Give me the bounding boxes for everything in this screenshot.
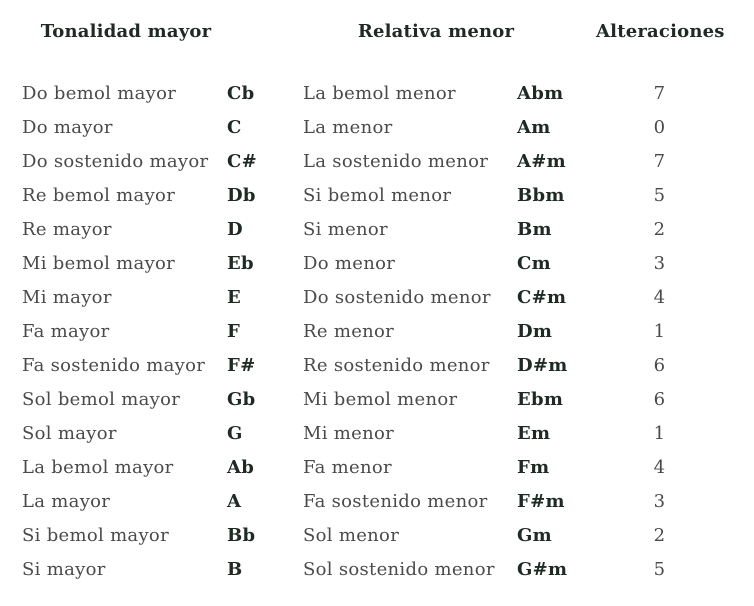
major-key-name: Fa mayor bbox=[22, 320, 110, 342]
major-key-name: La bemol mayor bbox=[22, 456, 174, 478]
major-key-name: Sol mayor bbox=[22, 422, 117, 444]
column-header-relative-minor: Relativa menor bbox=[357, 21, 515, 42]
alterations-count: 7 bbox=[653, 150, 666, 172]
alterations-count: 6 bbox=[653, 388, 666, 410]
major-key-abbr: Bb bbox=[227, 524, 256, 546]
table-body: Do bemol mayor Cb La bemol menor Abm 7 D… bbox=[0, 76, 754, 586]
major-key-name: Mi mayor bbox=[22, 286, 112, 308]
major-key-name: Do mayor bbox=[22, 116, 113, 138]
table-row: Fa mayor F Re menor Dm 1 bbox=[22, 314, 754, 348]
minor-key-name: Fa menor bbox=[303, 456, 392, 478]
alterations-count: 3 bbox=[653, 252, 666, 274]
minor-key-abbr: C#m bbox=[517, 286, 567, 308]
table-row: Re mayor D Si menor Bm 2 bbox=[22, 212, 754, 246]
table-row: Si mayor B Sol sostenido menor G#m 5 bbox=[22, 552, 754, 586]
minor-key-name: La sostenido menor bbox=[303, 150, 489, 172]
alterations-count: 2 bbox=[653, 524, 666, 546]
major-key-abbr: C bbox=[227, 116, 242, 138]
table-row: Fa sostenido mayor F# Re sostenido menor… bbox=[22, 348, 754, 382]
major-key-abbr: Eb bbox=[227, 252, 254, 274]
major-key-abbr: A bbox=[227, 490, 242, 512]
major-key-name: Do bemol mayor bbox=[22, 82, 177, 104]
alterations-count: 5 bbox=[653, 184, 666, 206]
minor-key-name: Fa sostenido menor bbox=[303, 490, 488, 512]
minor-key-name: Sol sostenido menor bbox=[303, 558, 495, 580]
major-key-abbr: Gb bbox=[227, 388, 256, 410]
minor-key-abbr: A#m bbox=[517, 150, 566, 172]
minor-key-name: Si bemol menor bbox=[303, 184, 452, 206]
major-key-name: Do sostenido mayor bbox=[22, 150, 209, 172]
alterations-count: 4 bbox=[653, 456, 666, 478]
table-row: Do sostenido mayor C# La sostenido menor… bbox=[22, 144, 754, 178]
minor-key-name: La bemol menor bbox=[303, 82, 456, 104]
alterations-count: 0 bbox=[653, 116, 666, 138]
minor-key-abbr: Ebm bbox=[517, 388, 564, 410]
minor-key-abbr: Abm bbox=[517, 82, 564, 104]
minor-key-name: Si menor bbox=[303, 218, 388, 240]
major-key-abbr: Cb bbox=[227, 82, 255, 104]
table-row: Do bemol mayor Cb La bemol menor Abm 7 bbox=[22, 76, 754, 110]
minor-key-abbr: Bbm bbox=[517, 184, 565, 206]
major-key-abbr: D bbox=[227, 218, 243, 240]
table-row: Si bemol mayor Bb Sol menor Gm 2 bbox=[22, 518, 754, 552]
major-key-name: Mi bemol mayor bbox=[22, 252, 176, 274]
alterations-count: 6 bbox=[653, 354, 666, 376]
minor-key-name: La menor bbox=[303, 116, 393, 138]
table-row: Sol mayor G Mi menor Em 1 bbox=[22, 416, 754, 450]
alterations-count: 7 bbox=[653, 82, 666, 104]
minor-key-abbr: Bm bbox=[517, 218, 552, 240]
major-key-name: Re mayor bbox=[22, 218, 112, 240]
major-key-name: Re bemol mayor bbox=[22, 184, 176, 206]
minor-key-abbr: F#m bbox=[517, 490, 565, 512]
column-header-alterations: Alteraciones bbox=[596, 21, 725, 42]
table-row: La bemol mayor Ab Fa menor Fm 4 bbox=[22, 450, 754, 484]
major-key-name: Si bemol mayor bbox=[22, 524, 169, 546]
major-key-abbr: C# bbox=[227, 150, 258, 172]
alterations-count: 2 bbox=[653, 218, 666, 240]
minor-key-name: Do menor bbox=[303, 252, 396, 274]
minor-key-abbr: Cm bbox=[517, 252, 551, 274]
alterations-count: 4 bbox=[653, 286, 666, 308]
minor-key-name: Mi bemol menor bbox=[303, 388, 458, 410]
table-row: Re bemol mayor Db Si bemol menor Bbm 5 bbox=[22, 178, 754, 212]
major-key-abbr: G bbox=[227, 422, 243, 444]
minor-key-abbr: Gm bbox=[517, 524, 553, 546]
minor-key-abbr: D#m bbox=[517, 354, 568, 376]
minor-key-abbr: Em bbox=[517, 422, 551, 444]
column-header-major-key: Tonalidad mayor bbox=[40, 21, 212, 42]
table-row: Mi bemol mayor Eb Do menor Cm 3 bbox=[22, 246, 754, 280]
alterations-count: 5 bbox=[653, 558, 666, 580]
major-key-name: La mayor bbox=[22, 490, 111, 512]
major-key-name: Si mayor bbox=[22, 558, 106, 580]
minor-key-abbr: G#m bbox=[517, 558, 568, 580]
alterations-count: 1 bbox=[653, 422, 666, 444]
major-key-abbr: Ab bbox=[227, 456, 255, 478]
major-key-name: Sol bemol mayor bbox=[22, 388, 181, 410]
table-row: Mi mayor E Do sostenido menor C#m 4 bbox=[22, 280, 754, 314]
minor-key-name: Do sostenido menor bbox=[303, 286, 491, 308]
table-row: La mayor A Fa sostenido menor F#m 3 bbox=[22, 484, 754, 518]
table-header-row: Tonalidad mayor Relativa menor Alteracio… bbox=[0, 20, 754, 44]
minor-key-name: Sol menor bbox=[303, 524, 400, 546]
alterations-count: 1 bbox=[653, 320, 666, 342]
table-row: Sol bemol mayor Gb Mi bemol menor Ebm 6 bbox=[22, 382, 754, 416]
minor-key-name: Re menor bbox=[303, 320, 395, 342]
table-row: Do mayor C La menor Am 0 bbox=[22, 110, 754, 144]
major-key-abbr: Db bbox=[227, 184, 256, 206]
major-key-abbr: F# bbox=[227, 354, 256, 376]
major-key-abbr: E bbox=[227, 286, 242, 308]
major-key-abbr: F bbox=[227, 320, 241, 342]
minor-key-abbr: Am bbox=[517, 116, 551, 138]
major-key-name: Fa sostenido mayor bbox=[22, 354, 206, 376]
minor-key-name: Mi menor bbox=[303, 422, 395, 444]
minor-key-abbr: Dm bbox=[517, 320, 553, 342]
minor-key-name: Re sostenido menor bbox=[303, 354, 490, 376]
minor-key-abbr: Fm bbox=[517, 456, 550, 478]
alterations-count: 3 bbox=[653, 490, 666, 512]
major-key-abbr: B bbox=[227, 558, 243, 580]
